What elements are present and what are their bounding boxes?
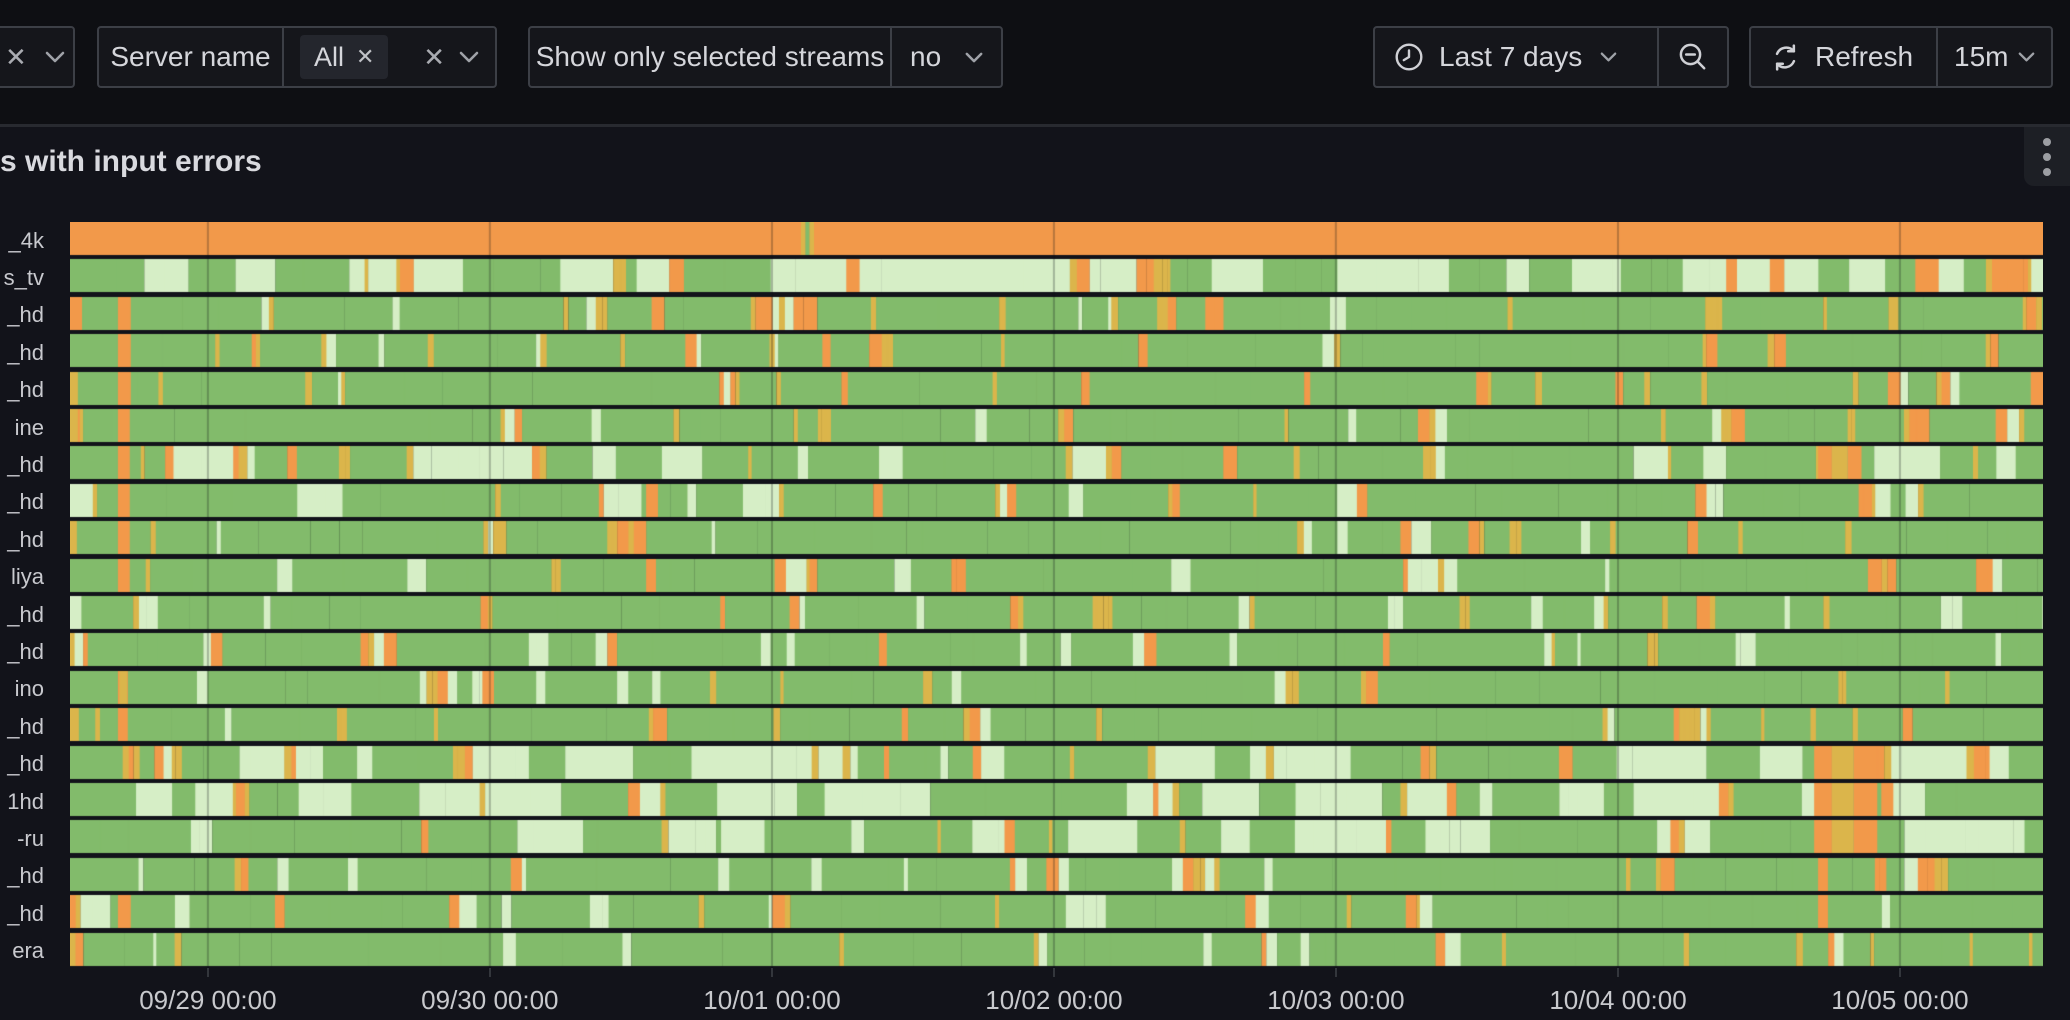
time-range-picker[interactable]: Last 7 days [1375,28,1657,86]
zoom-out-button[interactable] [1657,28,1727,86]
row-label: _4k [8,227,44,253]
row-label: _hd [7,863,44,889]
clock-icon [1393,41,1425,73]
row-label: _hd [7,339,44,365]
refresh-interval-picker[interactable]: 15m [1936,28,2051,86]
server-name-label: Server name [110,41,271,72]
row-label: _hd [7,751,44,777]
row-label: ine [14,414,44,440]
x-axis-label: 09/30 00:00 [421,985,559,1015]
remove-value-icon[interactable]: ✕ [356,44,375,69]
chevron-down-icon[interactable] [45,51,65,63]
x-axis-label: 10/03 00:00 [1267,985,1405,1015]
x-axis-label: 10/04 00:00 [1549,985,1687,1015]
kebab-icon [2043,137,2051,146]
panel-title[interactable]: s with input errors [0,145,262,178]
variable-dropdown-cut[interactable]: ✕ [0,26,75,88]
dashboard-toolbar: ✕ Server name All ✕ ✕ Show only selected… [0,0,2070,124]
time-range-label: Last 7 days [1439,41,1583,72]
select-value: no [910,41,942,72]
chevron-down-icon[interactable] [459,51,479,63]
x-axis-tick [1052,968,1055,977]
chevron-down-icon[interactable] [965,52,983,63]
row-label: -ru [17,825,44,851]
x-axis-label: 09/29 00:00 [139,985,277,1015]
server-name-select[interactable]: All ✕ ✕ [282,28,495,86]
clear-selection-icon[interactable]: ✕ [423,42,445,72]
show-only-selected-streams-select[interactable]: no [890,28,1001,86]
refresh-icon [1769,41,1802,74]
x-axis-label: 10/01 00:00 [703,985,841,1015]
refresh-interval-label: 15m [1954,41,2009,72]
selected-value-pill[interactable]: All ✕ [300,35,389,79]
x-axis-tick [770,968,773,977]
row-label: _hd [7,713,44,739]
row-label: liya [10,564,44,590]
row-label: s_tv [3,265,44,291]
row-label: _hd [7,900,44,926]
x-axis-tick [1617,968,1620,977]
state-timeline-chart[interactable] [70,222,2043,971]
clear-selection-icon[interactable]: ✕ [5,42,27,72]
x-axis-tick [488,968,491,977]
refresh-group: Refresh 15m [1749,26,2053,88]
state-timeline-panel: s with input errors _4k s_tv _hd _hd _hd… [0,127,2070,1020]
x-axis-tick [1898,968,1901,977]
panel-menu-button[interactable] [2024,127,2070,186]
x-axis-tick [206,968,209,977]
chevron-down-icon [1600,52,1617,62]
x-axis-tick [1334,968,1337,977]
pill-label: All [314,41,345,72]
chevron-down-icon [2018,52,2035,62]
row-label: _hd [7,452,44,478]
row-label: _hd [7,601,44,627]
refresh-button[interactable]: Refresh [1751,28,1936,86]
show-only-selected-streams-label: Show only selected streams [535,41,885,72]
show-only-selected-streams-variable: Show only selected streams no [528,26,1003,88]
row-label: era [12,938,44,964]
server-name-variable: Server name All ✕ ✕ [97,26,497,88]
row-label: _hd [7,302,44,328]
row-label: _hd [7,526,44,552]
row-label: 1hd [7,788,44,814]
time-range-group: Last 7 days [1373,26,1729,88]
x-axis-label: 10/02 00:00 [985,985,1123,1015]
row-label: _hd [7,377,44,403]
row-label: _hd [7,489,44,515]
refresh-label: Refresh [1815,41,1914,72]
toolbar-divider [0,124,2070,127]
zoom-out-icon [1676,40,1710,74]
row-label-column: _4k s_tv _hd _hd _hd ine _hd _hd _hd liy… [0,222,48,970]
row-label: ino [14,676,44,702]
x-axis-label: 10/05 00:00 [1831,985,1969,1015]
row-label: _hd [7,638,44,664]
